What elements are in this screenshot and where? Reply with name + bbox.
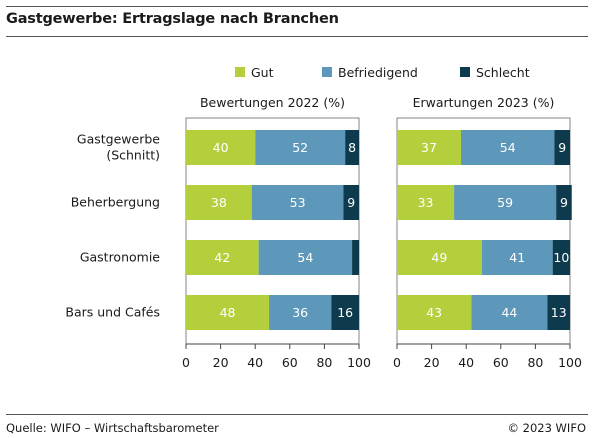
data-label-p1-r0-2: 9 [558, 140, 566, 155]
bar-p1-r1-befriedigend [454, 185, 557, 220]
data-label-p0-r1-1: 53 [290, 195, 306, 210]
data-label-p1-r1-0: 33 [418, 195, 434, 210]
stacked-bar-chart: Gut Befriedigend Schlecht Gastgewerbe(Schni… [65, 65, 582, 370]
bar-p1-r0-befriedigend [461, 130, 555, 165]
legend-swatch-1 [322, 67, 332, 77]
x-tick-label-1-3: 60 [493, 355, 509, 370]
x-tick-label-1-2: 40 [458, 355, 474, 370]
data-label-p1-r2-1: 41 [509, 250, 525, 265]
x-tick-label-1-1: 20 [424, 355, 440, 370]
category-label-0-0: Gastgewerbe [77, 132, 160, 147]
data-label-p1-r3-1: 44 [501, 305, 517, 320]
data-label-p0-r2-0: 42 [214, 250, 230, 265]
bar-p0-r3-gut [186, 295, 270, 330]
bar-p0-r1-befriedigend [251, 185, 344, 220]
data-label-p0-r3-2: 16 [337, 305, 353, 320]
data-label-p1-r2-0: 49 [431, 250, 447, 265]
category-label-1: Beherbergung [71, 195, 160, 210]
data-label-p1-r0-1: 54 [500, 140, 516, 155]
bottom-rule [6, 414, 588, 415]
data-label-p0-r1-0: 38 [211, 195, 227, 210]
copyright-note: © 2023 WIFO [507, 421, 586, 435]
bar-p1-r1-schlecht [556, 185, 572, 220]
data-label-p1-r0-0: 37 [421, 140, 437, 155]
legend-label-1: Befriedigend [338, 65, 418, 80]
category-label-3: Bars und Cafés [65, 305, 160, 320]
x-tick-label-1-4: 80 [527, 355, 543, 370]
bar-p1-r3-schlecht [547, 295, 570, 330]
title-rule [6, 36, 588, 37]
bar-p0-r1-gut [186, 185, 252, 220]
data-label-p0-r0-0: 40 [213, 140, 229, 155]
bar-p1-r2-gut [397, 240, 482, 275]
category-label-0-1: (Schnitt) [106, 148, 160, 163]
bar-p1-r1-gut [397, 185, 455, 220]
data-label-p1-r3-2: 13 [551, 305, 567, 320]
bar-p0-r1-schlecht [343, 185, 359, 220]
data-label-p1-r2-2: 10 [553, 250, 569, 265]
bar-p0-r2-gut [186, 240, 259, 275]
bar-p0-r0-schlecht [345, 130, 359, 165]
x-tick-label-0-2: 40 [247, 355, 263, 370]
bar-p1-r2-schlecht [552, 240, 570, 275]
data-label-p0-r3-1: 36 [292, 305, 308, 320]
bar-p0-r3-schlecht [331, 295, 359, 330]
bar-p0-r2-schlecht [352, 240, 359, 275]
chart-title: Gastgewerbe: Ertragslage nach Branchen [6, 11, 339, 27]
panel-title-1: Erwartungen 2023 (%) [413, 95, 555, 110]
bar-p1-r3-gut [397, 295, 472, 330]
data-label-p0-r1-2: 9 [347, 195, 355, 210]
x-tick-label-0-4: 80 [316, 355, 332, 370]
data-label-p1-r3-0: 43 [426, 305, 442, 320]
data-label-p0-r3-0: 48 [220, 305, 236, 320]
x-tick-label-0-5: 100 [347, 355, 371, 370]
legend-label-0: Gut [251, 65, 274, 80]
x-tick-label-0-3: 60 [282, 355, 298, 370]
legend-swatch-0 [235, 67, 245, 77]
x-tick-label-0-0: 0 [182, 355, 190, 370]
x-tick-label-1-5: 100 [558, 355, 582, 370]
data-label-p1-r1-2: 9 [560, 195, 568, 210]
category-label-2: Gastronomie [80, 250, 160, 265]
data-label-p1-r1-1: 59 [497, 195, 513, 210]
data-label-p0-r2-1: 54 [297, 250, 313, 265]
bar-p0-r0-gut [186, 130, 256, 165]
bar-p1-r0-schlecht [554, 130, 570, 165]
x-tick-label-1-0: 0 [393, 355, 401, 370]
x-tick-label-0-1: 20 [213, 355, 229, 370]
legend-label-2: Schlecht [476, 65, 530, 80]
bar-p1-r3-befriedigend [471, 295, 548, 330]
legend-swatch-2 [460, 67, 470, 77]
panel-title-0: Bewertungen 2022 (%) [200, 95, 345, 110]
bar-p0-r2-befriedigend [258, 240, 353, 275]
data-label-p0-r0-1: 52 [292, 140, 308, 155]
bar-p0-r0-befriedigend [255, 130, 346, 165]
top-rule [6, 6, 588, 7]
bar-p1-r0-gut [397, 130, 462, 165]
data-label-p0-r0-2: 8 [348, 140, 356, 155]
bar-p1-r2-befriedigend [481, 240, 553, 275]
bar-p0-r3-befriedigend [269, 295, 332, 330]
source-note: Quelle: WIFO – Wirtschaftsbarometer [6, 421, 219, 435]
